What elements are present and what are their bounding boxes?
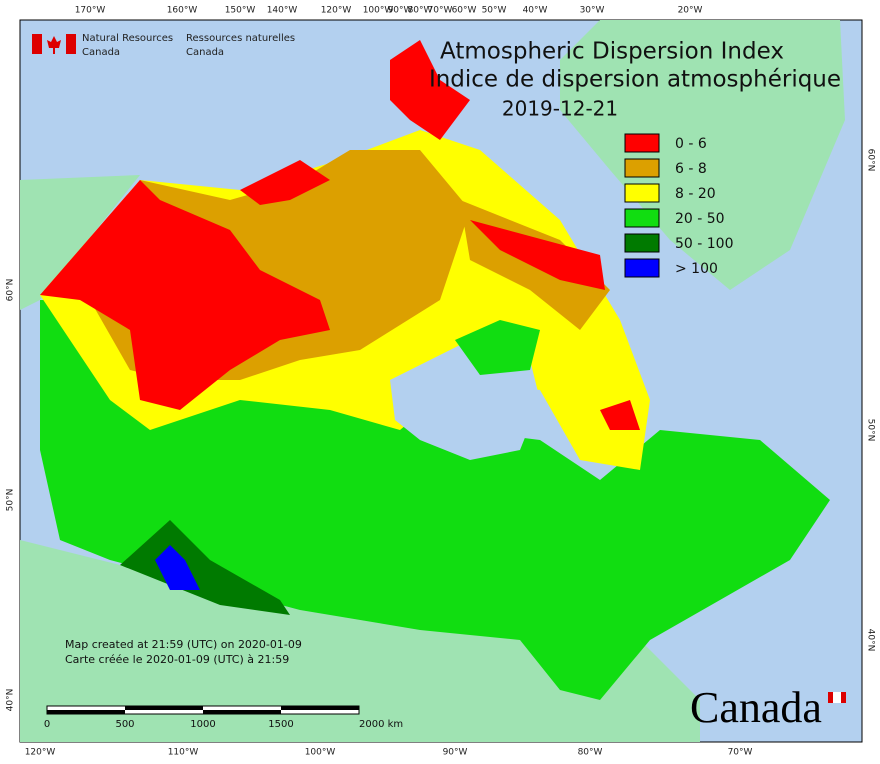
longitude-label: 90°W — [388, 6, 413, 16]
legend-swatch — [624, 183, 660, 203]
longitude-label: 60°W — [452, 6, 477, 16]
logo-text: Canada — [82, 47, 120, 58]
region-0-6 — [470, 220, 605, 290]
longitude-label: 40°W — [523, 6, 548, 16]
longitude-label: 50°W — [482, 6, 507, 16]
longitude-label: 150°W — [225, 6, 256, 16]
legend-swatch — [624, 233, 660, 253]
region-0-6 — [240, 160, 330, 205]
scale-segment — [203, 710, 281, 714]
alaska — [20, 175, 140, 310]
logo-text: Ressources naturelles — [186, 33, 295, 44]
latitude-label: 60°N — [866, 149, 876, 172]
legend-swatch — [624, 158, 660, 178]
longitude-label: 20°W — [678, 6, 703, 16]
longitude-label: 120°W — [321, 6, 352, 16]
legend-label: 8 - 20 — [675, 186, 716, 202]
flag-leaf — [47, 36, 61, 54]
latitude-label: 60°N — [6, 279, 16, 302]
scale-label: 500 — [115, 719, 134, 730]
longitude-label: 100°W — [305, 748, 336, 758]
flag-bar — [32, 34, 42, 54]
scale-label: 1000 — [190, 719, 215, 730]
legend-label: 20 - 50 — [675, 211, 725, 227]
legend-swatch — [624, 208, 660, 228]
scale-segment — [47, 710, 125, 714]
latitude-label: 50°N — [866, 419, 876, 442]
logo-text: Natural Resources — [82, 33, 173, 44]
longitude-label: 70°W — [428, 6, 453, 16]
longitude-label: 120°W — [25, 748, 56, 758]
hudson-bay — [390, 345, 540, 460]
region-0-6 — [40, 180, 330, 410]
legend-swatch — [624, 133, 660, 153]
longitude-label: 160°W — [167, 6, 198, 16]
scale-segment — [125, 706, 203, 710]
legend-label: 50 - 100 — [675, 236, 734, 252]
scale-label: 1500 — [268, 719, 293, 730]
legend-label: > 100 — [675, 261, 718, 277]
legend-label: 0 - 6 — [675, 136, 707, 152]
longitude-label: 140°W — [267, 6, 298, 16]
longitude-label: 30°W — [580, 6, 605, 16]
scale-label: 2000 km — [359, 719, 403, 730]
longitude-label: 90°W — [443, 748, 468, 758]
region-50-100 — [120, 520, 290, 615]
region-0-6 — [600, 400, 640, 430]
region-20-50 — [455, 320, 540, 375]
longitude-label: 100°W — [363, 6, 394, 16]
note: Carte créée le 2020-01-09 (UTC) à 21:59 — [65, 653, 289, 666]
region-over-100 — [155, 545, 200, 590]
latitude-label: 40°N — [6, 689, 16, 712]
longitude-label: 170°W — [75, 6, 106, 16]
legend-label: 6 - 8 — [675, 161, 707, 177]
legend-swatch — [624, 258, 660, 278]
logo-text: Canada — [186, 47, 224, 58]
latitude-label: 50°N — [6, 489, 16, 512]
title-en: Atmospheric Dispersion Index — [440, 39, 784, 65]
flag-bar — [66, 34, 76, 54]
wordmark-flag-white — [833, 692, 841, 703]
note: Map created at 21:59 (UTC) on 2020-01-09 — [65, 638, 302, 651]
wordmark: Canada — [690, 683, 822, 732]
longitude-label: 80°W — [408, 6, 433, 16]
scale-label: 0 — [44, 719, 50, 730]
scale-segment — [281, 706, 359, 710]
longitude-label: 80°W — [578, 748, 603, 758]
title-date: 2019-12-21 — [502, 97, 618, 121]
greenland — [560, 20, 845, 290]
region-0-6 — [390, 40, 470, 140]
latitude-label: 40°N — [866, 629, 876, 652]
title-fr: Indice de dispersion atmosphérique — [429, 67, 841, 93]
longitude-label: 110°W — [168, 748, 199, 758]
longitude-label: 70°W — [728, 748, 753, 758]
